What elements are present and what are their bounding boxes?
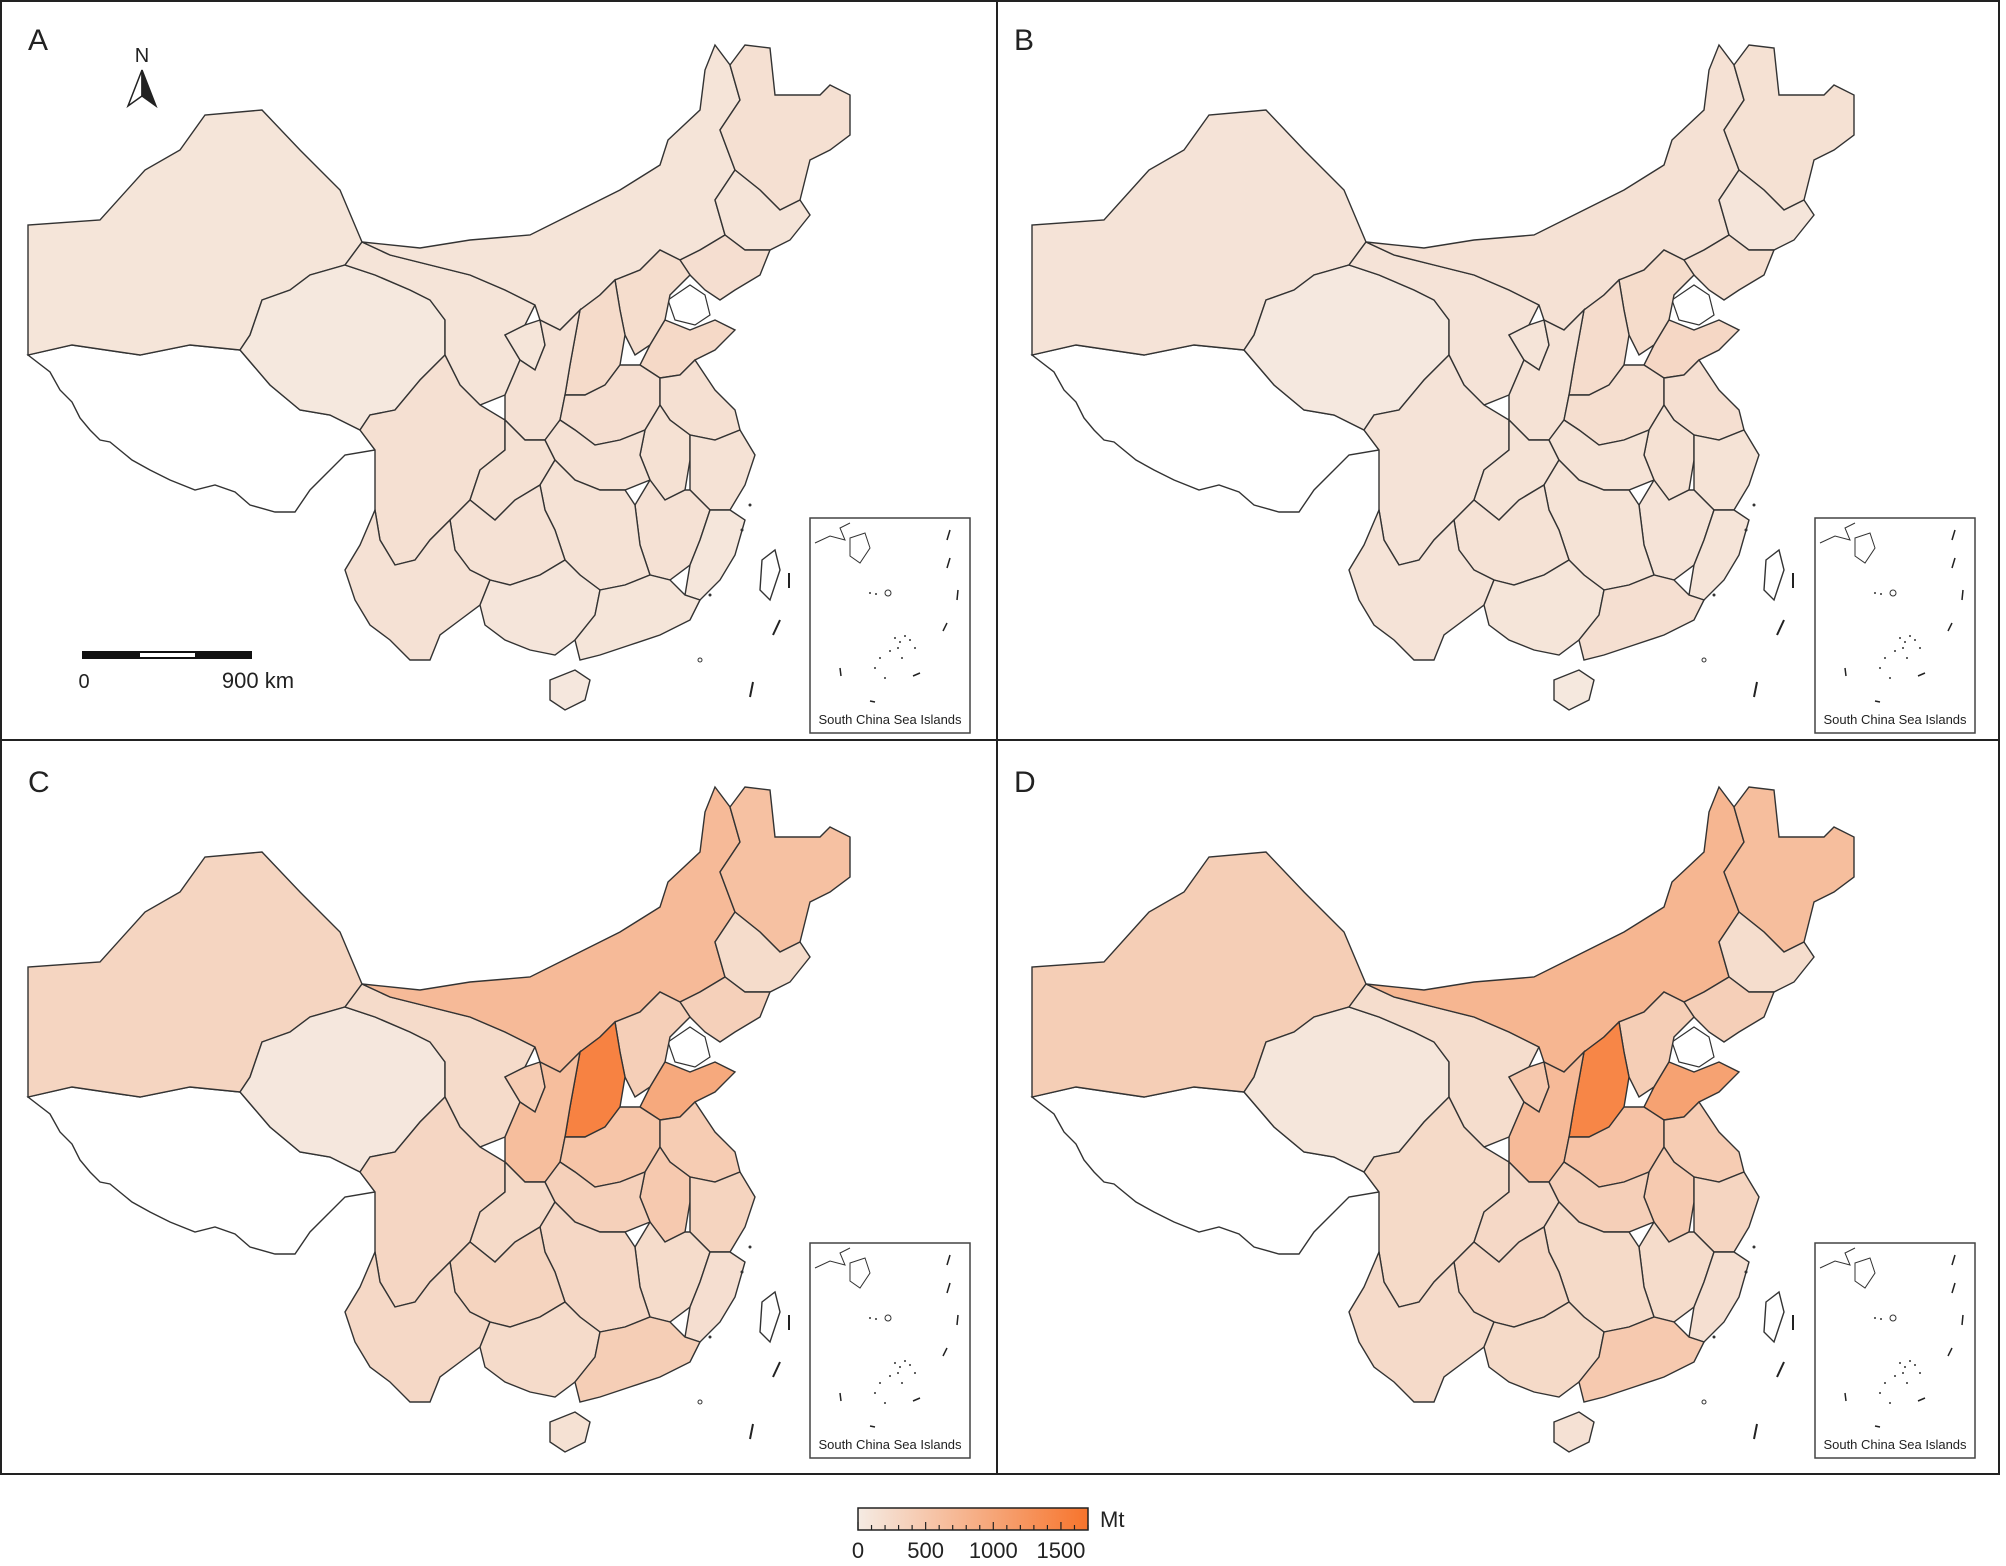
map-panel-d: D South China Sea Islands — [1014, 766, 1976, 1459]
inset-south-china-sea-c: South China Sea Islands — [809, 1242, 971, 1459]
scale-bar: 0 900 km — [78, 651, 294, 693]
inset-label-a: South China Sea Islands — [818, 712, 962, 727]
province-guangdong — [1578, 1316, 1705, 1403]
province-guangdong — [1578, 574, 1705, 661]
province-heilongjiang — [1723, 786, 1855, 953]
panel-label-c: C — [28, 766, 50, 799]
inset-south-china-sea-a: South China Sea Islands — [809, 517, 971, 734]
province-zhejiang — [689, 1171, 756, 1253]
province-hainan — [1553, 1411, 1595, 1453]
province-jilin — [714, 910, 811, 993]
province-jilin — [1718, 910, 1815, 993]
scale-start-label: 0 — [78, 671, 89, 693]
scale-end-label: 900 km — [222, 668, 294, 693]
province-heilongjiang — [719, 786, 851, 953]
province-yunnan — [1348, 1249, 1495, 1403]
inset-south-china-sea-b: South China Sea Islands — [1814, 517, 1976, 734]
province-fujian — [1688, 509, 1750, 601]
color-legend: 0 500 1000 1500 Mt — [852, 1507, 1125, 1563]
province-yunnan — [344, 507, 491, 661]
inset-label-b: South China Sea Islands — [1823, 712, 1967, 727]
province-fujian — [684, 1251, 746, 1343]
legend-colorbar — [857, 1507, 1089, 1531]
panel-label-a: A — [28, 24, 48, 57]
legend-tick-label: 1000 — [969, 1538, 1018, 1563]
legend-tick-label: 0 — [852, 1538, 864, 1563]
province-zhejiang — [689, 429, 756, 511]
north-label: N — [135, 45, 149, 67]
province-hainan — [1553, 669, 1595, 711]
province-zhejiang — [1693, 1171, 1760, 1253]
province-heilongjiang — [1723, 44, 1855, 211]
inset-label-d: South China Sea Islands — [1823, 1437, 1967, 1452]
province-hainan — [549, 669, 591, 711]
panel-label-d: D — [1014, 766, 1036, 799]
province-heilongjiang — [719, 44, 851, 211]
legend-unit: Mt — [1100, 1507, 1124, 1532]
legend-tick-label: 1500 — [1036, 1538, 1085, 1563]
map-panel-c: C South China Sea Islands — [26, 766, 971, 1459]
province-fujian — [1688, 1251, 1750, 1343]
province-jilin — [1718, 168, 1815, 251]
panel-label-b: B — [1014, 24, 1034, 57]
province-jilin — [714, 168, 811, 251]
province-hainan — [549, 1411, 591, 1453]
province-fujian — [684, 509, 746, 601]
legend-tick-label: 500 — [907, 1538, 944, 1563]
inset-south-china-sea-d: South China Sea Islands — [1814, 1242, 1976, 1459]
province-yunnan — [344, 1249, 491, 1403]
province-zhejiang — [1693, 429, 1760, 511]
province-guangdong — [574, 1316, 701, 1403]
map-panel-b: B South China Sea Islands — [1014, 24, 1976, 734]
map-panel-a: A South China Sea Islands N 0 900 km — [26, 24, 971, 734]
figure-frame — [0, 0, 2000, 1475]
inset-label-c: South China Sea Islands — [818, 1437, 962, 1452]
province-yunnan — [1348, 507, 1495, 661]
north-arrow-icon: N — [126, 45, 158, 109]
province-guangdong — [574, 574, 701, 661]
